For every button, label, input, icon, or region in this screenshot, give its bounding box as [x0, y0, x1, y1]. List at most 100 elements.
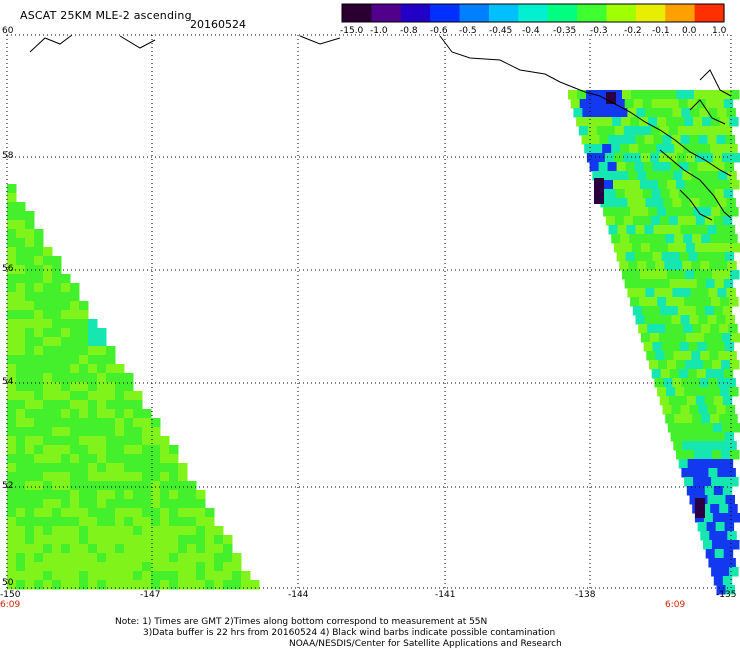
swath-cell [115, 526, 125, 536]
swath-cell [25, 535, 35, 545]
swath-cell [214, 562, 224, 572]
colorbar-swatch [635, 4, 666, 22]
swath-cell [640, 180, 650, 190]
swath-cell [730, 360, 740, 370]
colorbar-swatch [371, 4, 402, 22]
swath-cell [25, 562, 35, 572]
swath-cell [652, 252, 663, 262]
swath-cell [70, 508, 80, 518]
swath-cell [52, 265, 62, 275]
swath-cell [88, 319, 98, 329]
swath-cell [721, 450, 731, 460]
swath-cell [106, 517, 116, 527]
swath-cell [645, 198, 655, 208]
swath-cell [712, 360, 722, 370]
swath-cell [169, 481, 179, 491]
swath-cell [25, 301, 35, 311]
swath-cell [721, 90, 731, 100]
swath-cell [16, 274, 26, 284]
swath-cell [97, 346, 107, 356]
swath-cell [682, 351, 692, 361]
lat-label: 60 [2, 26, 14, 36]
swath-cell [713, 126, 724, 136]
swath-cell [649, 360, 659, 370]
swath-cell [688, 342, 699, 352]
swath-cell [61, 418, 71, 428]
swath-cell [667, 90, 677, 100]
swath-cell [34, 481, 44, 491]
swath-cell [638, 324, 648, 334]
swath-cell [25, 544, 35, 554]
swath-cell [214, 553, 224, 563]
swath-cell [97, 328, 107, 338]
swath-cell [637, 171, 647, 181]
swath-cell [151, 562, 161, 572]
swath-cell [88, 499, 98, 509]
swath-cell [79, 553, 89, 563]
swath-cell [662, 405, 672, 415]
swath-cell [729, 567, 739, 577]
swath-cell [701, 414, 711, 424]
swath-cell [115, 571, 125, 581]
swath-cell [70, 400, 80, 410]
swath-cell [106, 535, 116, 545]
swath-cell [701, 144, 711, 154]
swath-cell [16, 472, 26, 482]
swath-cell [34, 391, 44, 401]
swath-cell [97, 472, 107, 482]
swath-cell [728, 504, 738, 514]
swath-cell [178, 499, 188, 509]
colorbar-swatch [459, 4, 490, 22]
swath-cell [34, 292, 44, 302]
swath-cell [649, 180, 659, 190]
swath-cell [695, 396, 706, 406]
swath-cell [667, 180, 677, 190]
swath-cell [654, 288, 664, 298]
swath-cell [630, 297, 640, 307]
swath-cell [648, 297, 658, 307]
swath-cell [16, 526, 26, 536]
swath-cell [649, 90, 659, 100]
swath-cell [716, 405, 726, 415]
swath-cell [124, 463, 134, 473]
swath-cell [205, 535, 215, 545]
swath-cell [106, 463, 116, 473]
colorbar-label: -0.6 [430, 26, 448, 36]
swath-cell [713, 576, 724, 586]
swath-cell [70, 535, 80, 545]
swath-cell [600, 108, 610, 118]
swath-cell [696, 99, 707, 109]
swath-cell [106, 562, 116, 572]
swath-cell [666, 387, 676, 397]
swath-cell [7, 229, 17, 239]
swath-cell [16, 283, 26, 293]
swath-cell [187, 580, 197, 590]
swath-cell [160, 526, 170, 536]
swath-cell [685, 333, 696, 343]
swath-cell [703, 360, 713, 370]
coastline [29, 34, 732, 221]
swath-cell [630, 117, 640, 127]
swath-cell [52, 490, 62, 500]
swath-cell [591, 108, 601, 118]
swath-cell [719, 234, 729, 244]
swath-cell [52, 472, 62, 482]
swath-cell [16, 229, 26, 239]
swath-cell [142, 463, 152, 473]
swath-cell [7, 364, 17, 374]
swath-cell [124, 580, 134, 590]
swath-cell [142, 544, 152, 554]
swath-cell [16, 238, 26, 248]
swath-cell [52, 481, 62, 491]
swath-cell [719, 144, 729, 154]
swath-cell [651, 279, 662, 289]
swath-cell [673, 441, 683, 451]
swath-cell [52, 292, 62, 302]
swath-cell [703, 540, 713, 550]
swath-cell [710, 414, 720, 424]
swath-cell [7, 418, 17, 428]
swath-cell [34, 346, 44, 356]
swath-cell [727, 531, 737, 541]
swath-cell [663, 378, 673, 388]
swath-cell [178, 517, 188, 527]
